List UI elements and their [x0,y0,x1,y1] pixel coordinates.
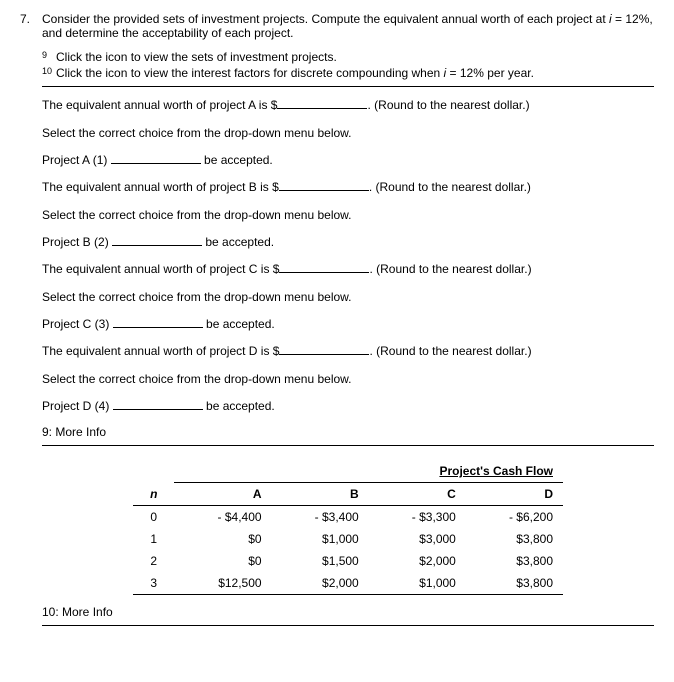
divider-3 [42,625,654,626]
cell: $1,000 [369,572,466,595]
cell: $0 [174,550,271,572]
round-note-b: . (Round to the nearest dollar.) [369,180,531,194]
select-instruction-c: Select the correct choice from the drop-… [42,290,654,304]
divider-2 [42,445,654,446]
proj-d-dropdown[interactable] [113,398,203,410]
proj-c-label: Project C (3) [42,317,113,331]
cell: - $4,400 [174,506,271,529]
select-instruction-a: Select the correct choice from the drop-… [42,126,654,140]
cell-n: 0 [133,506,174,529]
col-n: n [133,483,174,506]
cell: $3,800 [466,528,563,550]
proj-b-eq-label: The equivalent annual worth of project B… [42,180,279,194]
cell: $1,500 [272,550,369,572]
proj-c-accepted: be accepted. [203,317,275,331]
proj-a-accepted: be accepted. [201,153,273,167]
proj-b-dropdown[interactable] [112,234,202,246]
proj-a-label: Project A (1) [42,153,111,167]
footnote-10-text-a: Click the icon to view the interest fact… [56,66,444,80]
cell: $3,800 [466,550,563,572]
cash-flow-table: Project's Cash Flow n A B C D 0 - $4,400… [133,460,563,595]
proj-a-eq-label: The equivalent annual worth of project A… [42,98,277,112]
table-row: 3 $12,500 $2,000 $1,000 $3,800 [133,572,563,595]
select-instruction-d: Select the correct choice from the drop-… [42,372,654,386]
cell: $1,000 [272,528,369,550]
cell: $12,500 [174,572,271,595]
table-row: 1 $0 $1,000 $3,000 $3,800 [133,528,563,550]
proj-b-input[interactable] [279,179,369,191]
col-d: D [466,483,563,506]
proj-c-dropdown[interactable] [113,316,203,328]
proj-a-dropdown[interactable] [111,152,201,164]
footnote-9-sup: 9 [42,50,56,60]
proj-a-input[interactable] [277,97,367,109]
proj-d-input[interactable] [279,343,369,355]
more-info-9[interactable]: 9: More Info [42,425,654,439]
footnote-10-sup: 10 [42,66,56,76]
table-row: 2 $0 $1,500 $2,000 $3,800 [133,550,563,572]
round-note-c: . (Round to the nearest dollar.) [369,262,531,276]
question-prompt: Consider the provided sets of investment… [42,12,654,40]
proj-c-input[interactable] [279,261,369,273]
footnote-10-text-b: = 12% per year. [446,66,534,80]
footnote-10-link[interactable]: Click the icon to view the interest fact… [56,66,534,80]
proj-d-label: Project D (4) [42,399,113,413]
round-note-d: . (Round to the nearest dollar.) [369,344,531,358]
prompt-text-1: Consider the provided sets of investment… [42,12,609,26]
cell: $2,000 [369,550,466,572]
footnote-9-link[interactable]: Click the icon to view the sets of inves… [56,50,337,64]
table-row: 0 - $4,400 - $3,400 - $3,300 - $6,200 [133,506,563,529]
divider [42,86,654,87]
cell-n: 3 [133,572,174,595]
proj-d-eq-label: The equivalent annual worth of project D… [42,344,279,358]
select-instruction-b: Select the correct choice from the drop-… [42,208,654,222]
cell: - $6,200 [466,506,563,529]
question-number: 7. [20,12,42,636]
proj-b-label: Project B (2) [42,235,112,249]
cell: $3,800 [466,572,563,595]
col-a: A [174,483,271,506]
col-c: C [369,483,466,506]
cell: - $3,300 [369,506,466,529]
cell: - $3,400 [272,506,369,529]
proj-b-accepted: be accepted. [202,235,274,249]
more-info-10[interactable]: 10: More Info [42,605,654,619]
round-note-a: . (Round to the nearest dollar.) [367,98,529,112]
cell: $0 [174,528,271,550]
cell: $3,000 [369,528,466,550]
cell-n: 1 [133,528,174,550]
proj-d-accepted: be accepted. [203,399,275,413]
proj-c-eq-label: The equivalent annual worth of project C… [42,262,279,276]
table-title: Project's Cash Flow [174,460,563,483]
col-b: B [272,483,369,506]
cell: $2,000 [272,572,369,595]
cell-n: 2 [133,550,174,572]
